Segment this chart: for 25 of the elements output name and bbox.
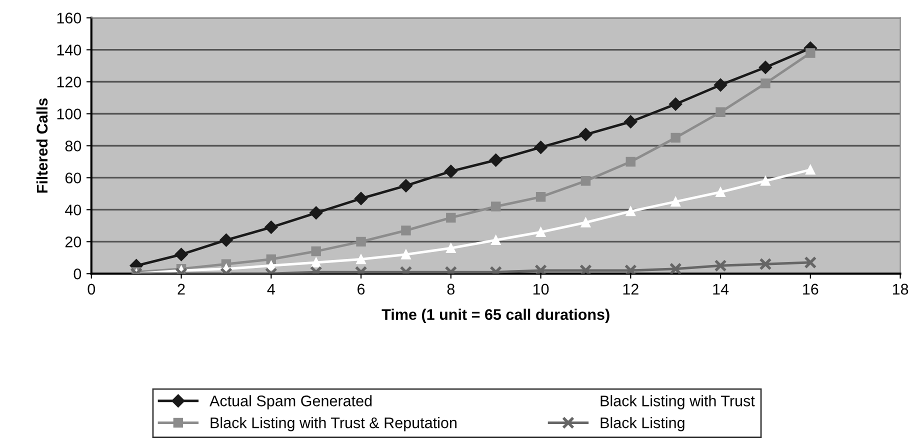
x-tick-label: 18	[892, 284, 908, 295]
x-tick-label: 10	[533, 284, 549, 295]
y-tick-label: 0	[74, 268, 82, 280]
y-tick-label: 40	[65, 204, 82, 216]
x-tick-label: 2	[178, 284, 185, 294]
x-tick-label: 0	[88, 284, 96, 295]
x-tick-label: 12	[623, 284, 638, 294]
legend-label: Actual Spam Generated	[210, 395, 372, 410]
x-tick-label: 14	[713, 284, 729, 294]
y-tick-label: 80	[65, 140, 82, 152]
x-tick-label: 4	[267, 284, 275, 294]
y-tick-label: 60	[65, 172, 82, 184]
y-tick-label: 160	[57, 12, 82, 24]
x-tick-label: 8	[447, 284, 454, 295]
text: Black Listing with Trust	[600, 395, 755, 410]
x-axis-title: Time (1 unit = 65 call durations)	[382, 308, 610, 323]
x-tick-label: 16	[803, 284, 818, 295]
y-tick-label: 100	[57, 108, 82, 120]
y-tick-label: 120	[57, 76, 82, 88]
legend-label: Black Listing with Trust & Reputation	[210, 417, 456, 432]
y-tick-label: 140	[57, 44, 82, 56]
y-tick-label: 20	[65, 236, 82, 248]
y-axis-title: Filtered Calls	[36, 98, 48, 193]
legend-label: Black Listing	[600, 417, 684, 432]
x-tick-label: 6	[358, 284, 365, 295]
